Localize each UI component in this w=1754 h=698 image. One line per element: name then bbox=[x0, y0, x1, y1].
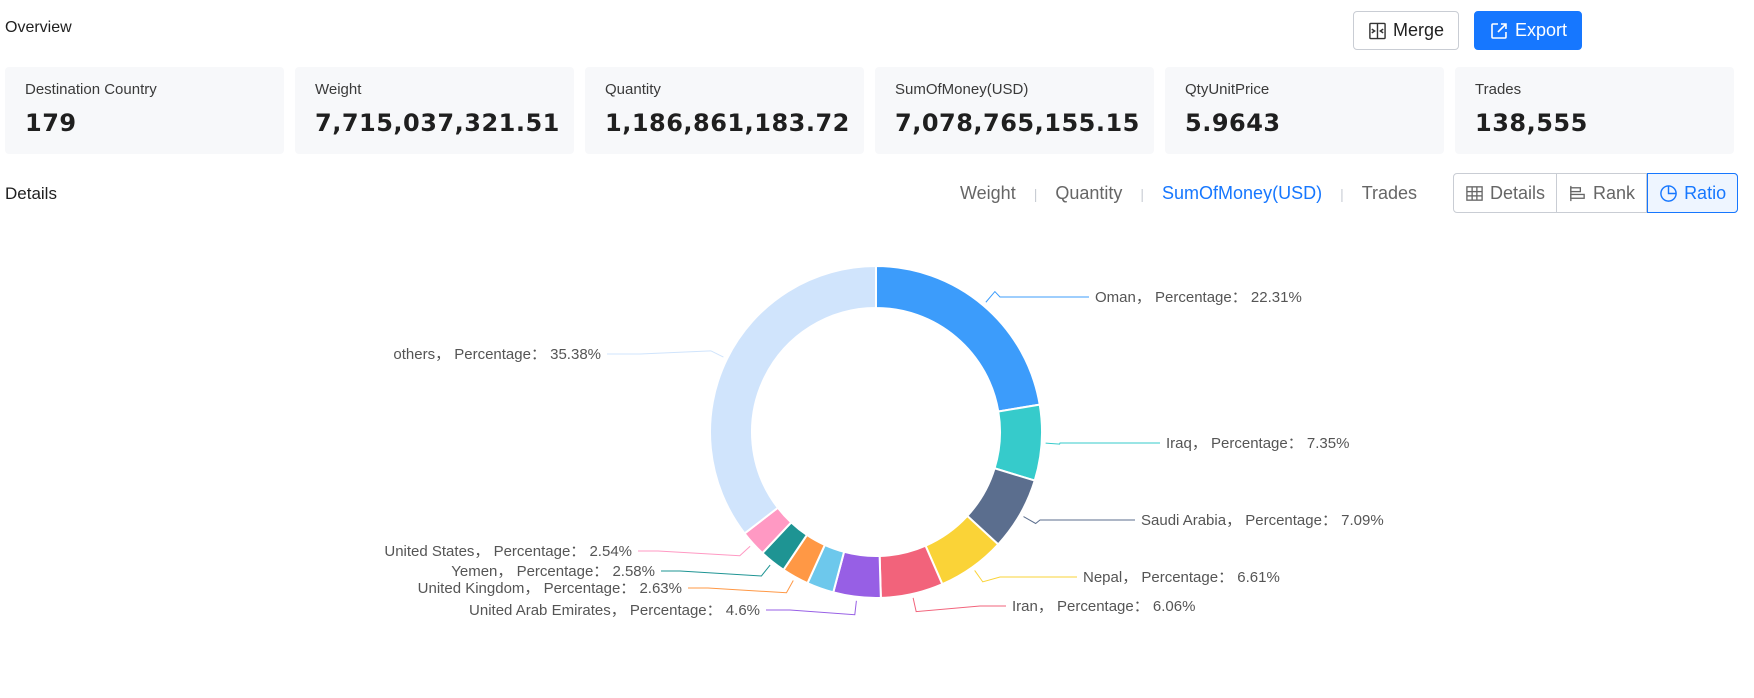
action-buttons: Merge Export bbox=[1353, 11, 1582, 50]
card-value: 7,715,037,321.51 bbox=[315, 109, 560, 137]
label-leader-line bbox=[1023, 516, 1135, 525]
card-value: 138,555 bbox=[1475, 109, 1588, 137]
card-label: Trades bbox=[1475, 81, 1522, 98]
tab-sum-of-money[interactable]: SumOfMoney(USD) bbox=[1162, 183, 1323, 203]
slice-label: Iraq， Percentage： 7.35% bbox=[1166, 435, 1349, 452]
label-leader-line bbox=[912, 597, 1006, 613]
slice-label: United Arab Emirates， Percentage： 4.6% bbox=[469, 602, 760, 619]
card-label: Quantity bbox=[605, 81, 661, 98]
merge-button-label: Merge bbox=[1392, 20, 1444, 40]
tab-trades[interactable]: Trades bbox=[1361, 183, 1418, 203]
card-trades: Trades 138,555 bbox=[1455, 67, 1734, 154]
pie-slice[interactable] bbox=[709, 264, 877, 535]
export-button[interactable]: Export bbox=[1474, 11, 1582, 50]
slice-label: others， Percentage： 35.38% bbox=[393, 346, 601, 363]
label-leader-line bbox=[1045, 442, 1160, 445]
slice-label: Iran， Percentage： 6.06% bbox=[1012, 598, 1195, 615]
view-details-label: Details bbox=[1490, 182, 1546, 203]
label-leader-line bbox=[985, 290, 1089, 303]
card-qty-unit-price: QtyUnitPrice 5.9643 bbox=[1165, 67, 1444, 154]
card-value: 1,186,861,183.72 bbox=[605, 109, 850, 137]
metric-tabs: Weight | Quantity | SumOfMoney(USD) | Tr… bbox=[960, 183, 1417, 204]
card-destination-country: Destination Country 179 bbox=[5, 67, 284, 154]
slice-label: United States， Percentage： 2.54% bbox=[384, 543, 632, 560]
card-label: Weight bbox=[315, 81, 362, 98]
label-leader-line bbox=[688, 580, 794, 594]
tab-weight[interactable]: Weight bbox=[960, 183, 1016, 203]
label-leader-line bbox=[974, 570, 1077, 583]
view-rank-label: Rank bbox=[1593, 182, 1636, 203]
slice-label: Oman， Percentage： 22.31% bbox=[1095, 289, 1302, 306]
bar-rank-icon bbox=[1570, 185, 1585, 201]
slice-label: Saudi Arabia， Percentage： 7.09% bbox=[1141, 512, 1384, 529]
slice-label: Yemen， Percentage： 2.58% bbox=[451, 563, 655, 580]
card-sum-of-money: SumOfMoney(USD) 7,078,765,155.15 bbox=[875, 67, 1154, 154]
merge-icon bbox=[1369, 22, 1386, 39]
slice-label: United Kingdom， Percentage： 2.63% bbox=[418, 580, 682, 597]
card-value: 179 bbox=[25, 109, 77, 137]
summary-cards: Destination Country 179 Weight 7,715,037… bbox=[5, 67, 1734, 154]
label-leader-line bbox=[766, 600, 857, 616]
details-title: Details bbox=[5, 184, 57, 203]
label-leader-line bbox=[661, 564, 771, 577]
label-leader-line bbox=[607, 350, 724, 358]
table-icon bbox=[1466, 185, 1483, 201]
pie-slice[interactable] bbox=[875, 264, 1041, 413]
slice-label: Nepal， Percentage： 6.61% bbox=[1083, 569, 1280, 586]
view-toggle: Details Rank Ratio bbox=[1453, 173, 1739, 213]
export-button-label: Export bbox=[1514, 20, 1567, 40]
card-label: Destination Country bbox=[25, 81, 157, 98]
pie-slice[interactable] bbox=[993, 403, 1043, 482]
merge-button[interactable]: Merge bbox=[1353, 11, 1459, 50]
ratio-donut-chart: Oman， Percentage： 22.31% Iraq， Percentage… bbox=[384, 264, 1384, 619]
overview-title: Overview bbox=[5, 19, 72, 36]
pie-icon bbox=[1660, 184, 1677, 202]
card-value: 7,078,765,155.15 bbox=[895, 109, 1140, 137]
tab-quantity[interactable]: Quantity bbox=[1055, 183, 1123, 203]
card-label: SumOfMoney(USD) bbox=[895, 81, 1029, 98]
view-ratio-button[interactable]: Ratio bbox=[1647, 173, 1739, 213]
card-label: QtyUnitPrice bbox=[1185, 81, 1270, 98]
export-icon bbox=[1491, 22, 1507, 39]
tab-divider: | bbox=[1140, 185, 1145, 202]
label-leader-line bbox=[638, 545, 751, 557]
view-details-button[interactable]: Details bbox=[1454, 174, 1558, 212]
view-ratio-label: Ratio bbox=[1684, 182, 1727, 203]
card-value: 5.9643 bbox=[1185, 109, 1281, 137]
card-weight: Weight 7,715,037,321.51 bbox=[295, 67, 574, 154]
card-quantity: Quantity 1,186,861,183.72 bbox=[585, 67, 864, 154]
view-rank-button[interactable]: Rank bbox=[1557, 174, 1648, 212]
tab-divider: | bbox=[1340, 185, 1344, 202]
tab-divider: | bbox=[1033, 185, 1038, 202]
